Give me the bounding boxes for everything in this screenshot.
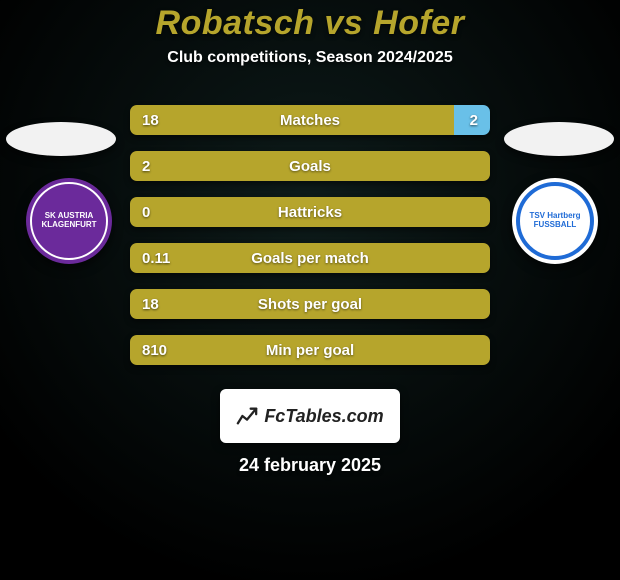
- stat-right-value: 2: [470, 105, 478, 135]
- stat-left-value: 0.11: [142, 243, 170, 273]
- stat-left-value: 18: [142, 105, 159, 135]
- stat-row: 810Min per goal: [130, 335, 490, 365]
- right-club-logo: TSV Hartberg FUSSBALL: [512, 178, 598, 264]
- stat-left-value: 0: [142, 197, 150, 227]
- fctables-text: FcTables.com: [264, 406, 383, 427]
- stat-seg-left: [130, 335, 490, 365]
- comparison-subtitle: Club competitions, Season 2024/2025: [0, 49, 620, 67]
- stat-row: 0.11Goals per match: [130, 243, 490, 273]
- stat-row: 182Matches: [130, 105, 490, 135]
- stat-left-value: 18: [142, 289, 159, 319]
- right-club-name-line2: FUSSBALL: [528, 221, 583, 230]
- stat-seg-left: [130, 289, 490, 319]
- chart-icon: [236, 405, 258, 427]
- stat-seg-left: [130, 151, 490, 181]
- left-club-logo: SK AUSTRIA KLAGENFURT: [26, 178, 112, 264]
- stat-seg-left: [130, 197, 490, 227]
- stat-left-value: 2: [142, 151, 150, 181]
- fctables-badge: FcTables.com: [220, 389, 400, 443]
- left-club-name-line2: KLAGENFURT: [35, 221, 102, 230]
- stat-bars: 182Matches2Goals0Hattricks0.11Goals per …: [130, 105, 490, 365]
- stat-seg-left: [130, 105, 454, 135]
- stat-seg-left: [130, 243, 490, 273]
- date-line: 24 february 2025: [0, 455, 620, 476]
- comparison-title: Robatsch vs Hofer: [0, 0, 620, 43]
- left-flag-plate: [6, 122, 116, 156]
- stat-row: 0Hattricks: [130, 197, 490, 227]
- right-flag-plate: [504, 122, 614, 156]
- stat-left-value: 810: [142, 335, 167, 365]
- stat-row: 18Shots per goal: [130, 289, 490, 319]
- stat-row: 2Goals: [130, 151, 490, 181]
